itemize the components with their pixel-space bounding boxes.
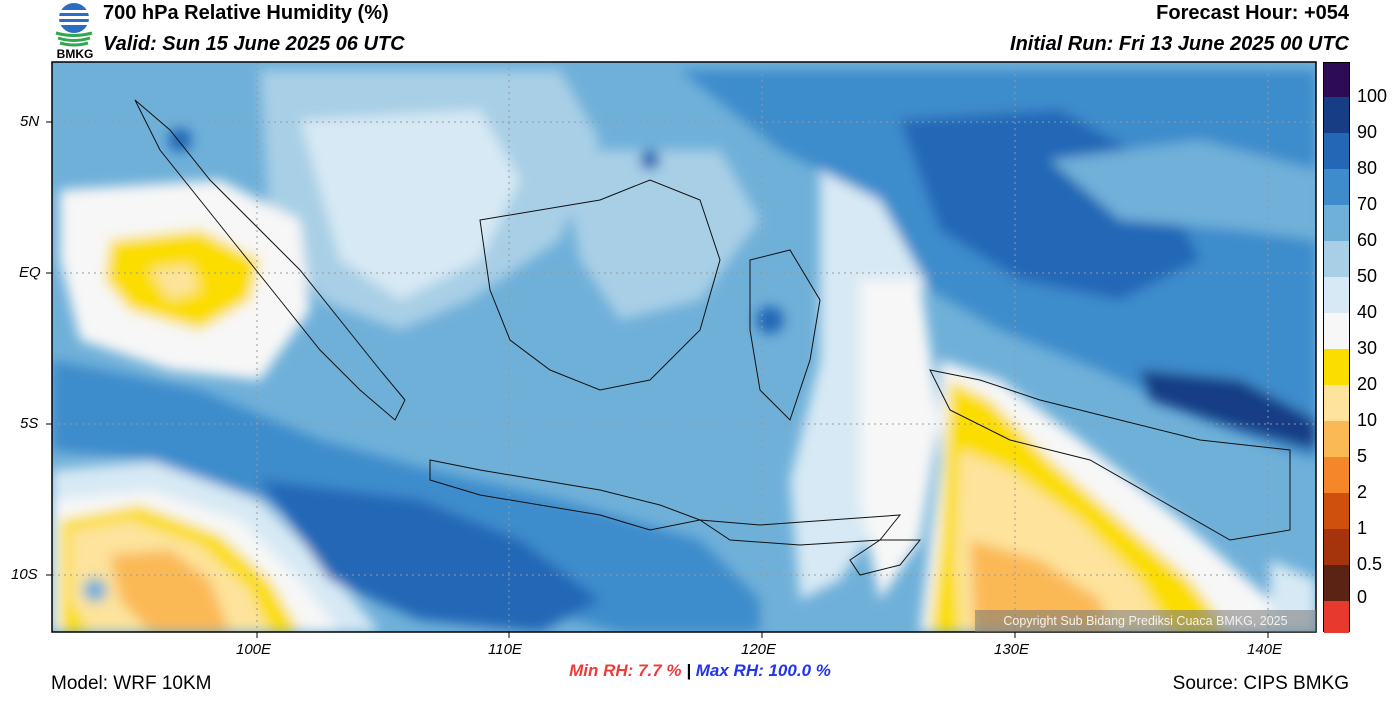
colorbar-swatch [1324, 385, 1349, 421]
lon-label-130e: 130E [994, 641, 1030, 658]
colorbar-swatch [1324, 421, 1349, 457]
rh-stats: Min RH: 7.7 % | Max RH: 100.0 % [0, 661, 1400, 681]
colorbar-swatch [1324, 529, 1349, 565]
colorbar-swatch [1324, 97, 1349, 133]
map-title: 700 hPa Relative Humidity (%) [103, 2, 389, 24]
forecast-hour: Forecast Hour: +054 [1156, 2, 1349, 24]
humidity-field [52, 62, 1316, 632]
valid-time: Valid: Sun 15 June 2025 06 UTC [103, 33, 405, 55]
lat-label-5s: 5S [20, 415, 39, 432]
colorbar-swatch [1324, 63, 1349, 97]
colorbar-swatch [1324, 601, 1349, 633]
colorbar-label: 5 [1357, 446, 1368, 466]
colorbar-label: 100 [1357, 86, 1388, 106]
colorbar-label: 90 [1357, 122, 1378, 142]
colorbar-label: 10 [1357, 410, 1378, 430]
logo-text: BMKG [57, 47, 94, 60]
colorbar-label: 50 [1357, 266, 1378, 286]
lat-label-eq: EQ [19, 264, 41, 281]
stats-separator: | [686, 661, 692, 680]
colorbar-label: 30 [1357, 338, 1378, 358]
colorbar-label: 2 [1357, 482, 1368, 502]
colorbar-swatch [1324, 349, 1349, 385]
colorbar-swatch [1324, 241, 1349, 277]
colorbar-swatch [1324, 493, 1349, 529]
colorbar-swatch [1324, 457, 1349, 493]
colorbar-label: 0 [1357, 587, 1368, 607]
colorbar-swatch [1324, 169, 1349, 205]
bmkg-logo: BMKG [55, 3, 94, 60]
colorbar-label: 20 [1357, 374, 1378, 394]
coastlines [134, 99, 1291, 576]
lon-label-110e: 110E [488, 641, 522, 658]
model-label: Model: WRF 10KM [51, 673, 212, 694]
colorbar-label: 1 [1357, 518, 1368, 538]
initial-run: Initial Run: Fri 13 June 2025 00 UTC [1010, 33, 1349, 55]
map-frame [51, 61, 1317, 633]
colorbar-swatch [1324, 313, 1349, 349]
colorbar-swatch [1324, 565, 1349, 601]
colorbar-label: 80 [1357, 158, 1378, 178]
colorbar-label: 70 [1357, 194, 1378, 214]
min-rh: Min RH: 7.7 % [569, 661, 682, 680]
lat-label-10s: 10S [11, 566, 38, 583]
max-rh: Max RH: 100.0 % [695, 661, 831, 680]
axis-ticks [46, 121, 1269, 638]
source-label: Source: CIPS BMKG [1172, 673, 1349, 694]
colorbar-swatch [1324, 133, 1349, 169]
lon-label-100e: 100E [236, 641, 272, 658]
colorbar-swatch [1324, 277, 1349, 313]
lon-label-140e: 140E [1247, 641, 1283, 658]
copyright-notice: Copyright Sub Bidang Prediksi Cuaca BMKG… [975, 610, 1316, 632]
colorbar-label: 40 [1357, 302, 1378, 322]
lat-label-5n: 5N [20, 113, 40, 130]
lon-label-120e: 120E [741, 641, 777, 658]
graticule [52, 62, 1316, 632]
colorbar-label: 60 [1357, 230, 1378, 250]
colorbar-label: 0.5 [1357, 554, 1383, 574]
colorbar [1323, 62, 1350, 633]
colorbar-swatch [1324, 205, 1349, 241]
